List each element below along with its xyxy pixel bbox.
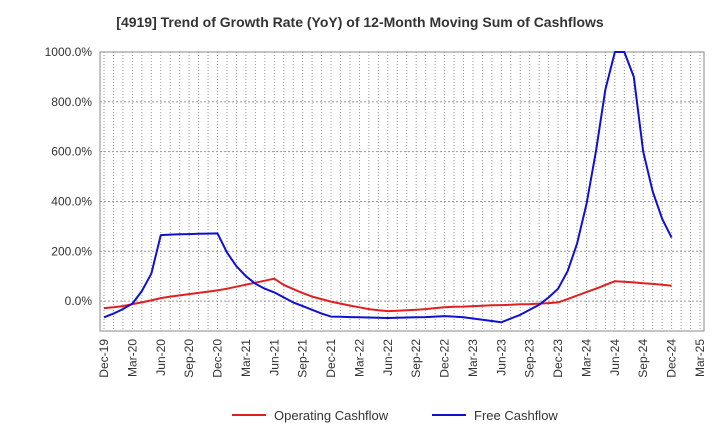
x-tick-label: Sep-21	[296, 339, 310, 378]
y-tick-label: 800.0%	[51, 95, 92, 109]
legend-label-operating-cashflow: Operating Cashflow	[274, 407, 389, 423]
y-tick-label: 1000.0%	[45, 45, 93, 59]
legend-swatch-operating-cashflow	[232, 414, 266, 416]
legend-swatch-free-cashflow	[432, 414, 466, 416]
legend-item-operating-cashflow: Operating Cashflow	[232, 405, 388, 425]
x-tick-label: Sep-22	[409, 339, 423, 378]
x-tick-label: Sep-20	[182, 339, 196, 378]
y-tick-label: 200.0%	[51, 244, 92, 258]
legend: Operating Cashflow Free Cashflow	[0, 405, 720, 425]
y-tick-label: 0.0%	[65, 294, 93, 308]
grid-lines	[100, 51, 704, 331]
x-tick-label: Sep-24	[636, 339, 650, 378]
x-tick-label: Mar-21	[239, 339, 253, 377]
x-tick-label: Jun-20	[154, 339, 168, 376]
x-axis: Dec-19 Mar-20 Jun-20 Sep-20 Dec-20 Mar-21 Jun-…	[97, 339, 707, 378]
x-tick-label: Mar-22	[352, 339, 366, 377]
x-tick-label: Jun-22	[381, 339, 395, 376]
x-tick-label: Mar-24	[579, 339, 593, 377]
x-tick-label: Sep-23	[523, 339, 537, 378]
legend-item-free-cashflow: Free Cashflow	[432, 405, 558, 425]
legend-label-free-cashflow: Free Cashflow	[474, 407, 558, 423]
y-tick-label: 600.0%	[51, 145, 92, 159]
x-tick-label: Mar-20	[125, 339, 139, 377]
x-tick-label: Dec-22	[438, 339, 452, 378]
x-tick-label: Dec-21	[324, 339, 338, 378]
x-tick-label: Dec-24	[665, 339, 679, 378]
x-tick-label: Jun-23	[494, 339, 508, 376]
x-tick-label: Dec-23	[551, 339, 565, 378]
x-tick-label: Jun-24	[608, 339, 622, 376]
x-tick-label: Dec-19	[97, 339, 111, 378]
series-line-free-cashflow	[103, 51, 673, 324]
x-tick-label: Mar-25	[693, 339, 707, 377]
x-tick-label: Mar-23	[466, 339, 480, 377]
series-layer	[103, 51, 673, 324]
y-tick-label: 400.0%	[51, 194, 92, 208]
plot-frame	[99, 51, 705, 332]
x-tick-label: Dec-20	[211, 339, 225, 378]
series-line-operating-cashflow	[103, 277, 672, 313]
y-axis: 0.0% 200.0% 400.0% 600.0% 800.0% 1000.0%	[45, 45, 93, 308]
chart-title: [4919] Trend of Growth Rate (YoY) of 12-…	[116, 14, 604, 30]
x-tick-label: Jun-21	[267, 339, 281, 376]
